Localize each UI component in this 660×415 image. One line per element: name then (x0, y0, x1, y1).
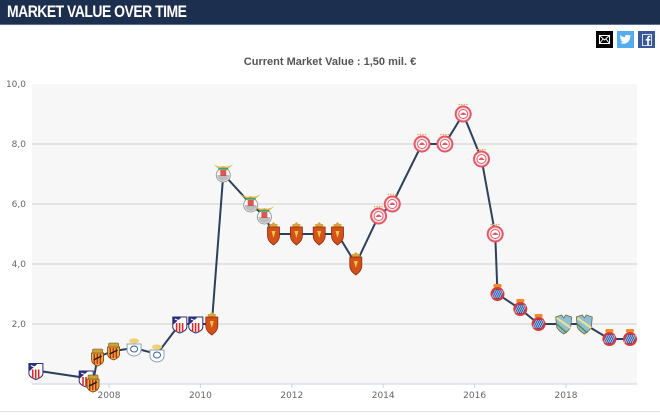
data-point-benfica-crest-icon[interactable] (240, 194, 261, 213)
data-point-real-zaragoza-crest-icon[interactable] (312, 222, 326, 246)
data-point-recreativo-huelva-crest-icon[interactable] (126, 338, 142, 357)
data-point-malaga-cf-crest-icon[interactable] (575, 314, 593, 335)
x-tick-label: 2016 (463, 391, 486, 401)
data-point-olympiacos-crest-icon[interactable] (486, 223, 504, 243)
data-point-rcd-mallorca-crest-icon[interactable] (86, 374, 100, 393)
data-point-olympiacos-crest-icon[interactable] (454, 103, 472, 123)
data-point-atletico-madrid-crest-icon[interactable] (172, 316, 188, 334)
club-markers (28, 103, 637, 393)
data-point-olympiacos-crest-icon[interactable] (383, 193, 401, 213)
x-tick-label: 2008 (98, 391, 121, 401)
data-point-atletico-madrid-crest-icon[interactable] (28, 363, 44, 381)
x-tick-label: 2014 (372, 391, 395, 401)
data-point-olympiacos-crest-icon[interactable] (436, 133, 454, 153)
data-point-real-zaragoza-crest-icon[interactable] (289, 222, 303, 246)
share-facebook-button[interactable] (638, 31, 655, 48)
data-point-olympiacos-crest-icon[interactable] (370, 205, 388, 225)
data-point-real-zaragoza-crest-icon[interactable] (331, 222, 344, 246)
data-point-benfica-crest-icon[interactable] (254, 206, 275, 225)
y-axis-ticks: 2,0 4,0 6,0 8,0 10,0 (6, 80, 26, 330)
data-point-rcd-espanyol-crest-icon[interactable] (531, 314, 546, 331)
y-tick-label: 6,0 (12, 200, 27, 210)
data-point-real-zaragoza-crest-icon[interactable] (349, 252, 363, 276)
current-market-value: Current Market Value : 1,50 mil. € (243, 56, 417, 68)
data-point-recreativo-huelva-crest-icon[interactable] (149, 344, 165, 363)
share-email-button[interactable] (596, 31, 613, 48)
data-point-real-zaragoza-crest-icon[interactable] (205, 312, 219, 336)
x-tick-label: 2010 (189, 391, 212, 401)
data-point-rcd-mallorca-crest-icon[interactable] (107, 342, 120, 361)
data-point-rcd-espanyol-crest-icon[interactable] (602, 329, 617, 346)
data-point-malaga-cf-crest-icon[interactable] (555, 314, 573, 335)
y-tick-label: 8,0 (12, 140, 27, 150)
data-point-rcd-espanyol-crest-icon[interactable] (513, 299, 528, 316)
envelope-icon (599, 35, 610, 44)
data-point-rcd-espanyol-crest-icon[interactable] (623, 329, 637, 346)
y-tick-label: 2,0 (12, 320, 27, 330)
x-tick-label: 2012 (280, 391, 303, 401)
data-point-olympiacos-crest-icon[interactable] (473, 148, 490, 168)
y-tick-label: 4,0 (12, 260, 27, 270)
data-point-real-zaragoza-crest-icon[interactable] (267, 222, 280, 246)
data-point-atletico-madrid-crest-icon[interactable] (188, 316, 204, 334)
section-title: MARKET VALUE OVER TIME (7, 2, 187, 21)
twitter-bird-icon (620, 35, 631, 44)
section-header: MARKET VALUE OVER TIME (0, 0, 660, 25)
data-point-rcd-mallorca-crest-icon[interactable] (91, 348, 104, 367)
x-axis-ticks: 2008 2010 2012 2014 2016 2018 (98, 384, 578, 401)
data-point-rcd-espanyol-crest-icon[interactable] (490, 284, 505, 301)
data-point-olympiacos-crest-icon[interactable] (413, 133, 431, 153)
share-twitter-button[interactable] (617, 31, 634, 48)
data-point-benfica-crest-icon[interactable] (213, 164, 234, 183)
y-tick-label: 10,0 (6, 80, 26, 90)
x-tick-label: 2018 (555, 391, 578, 401)
facebook-f-icon (641, 33, 652, 46)
footer-divider (0, 411, 660, 412)
